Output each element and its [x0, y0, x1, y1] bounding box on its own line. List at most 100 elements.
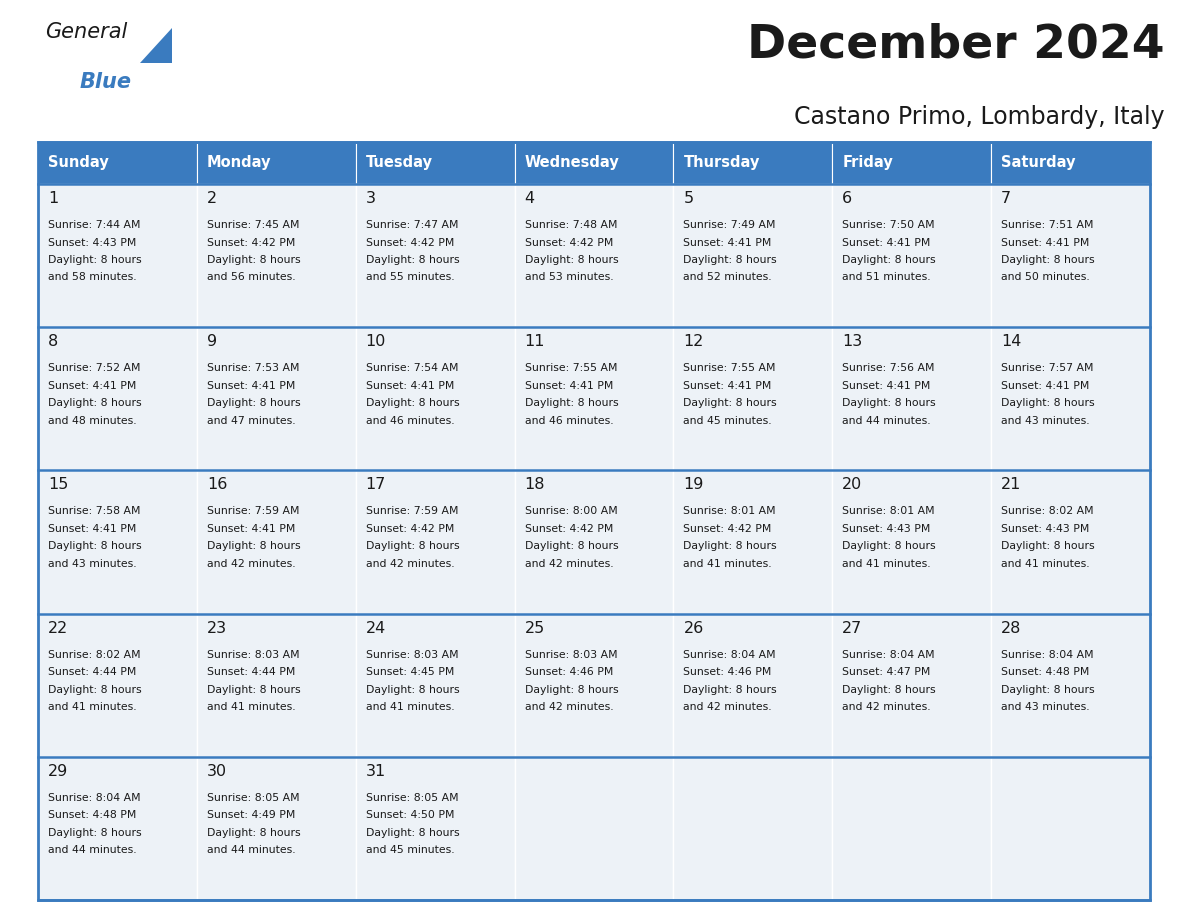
Text: Sunrise: 7:53 AM: Sunrise: 7:53 AM: [207, 364, 299, 374]
Text: 15: 15: [48, 477, 69, 492]
Text: Daylight: 8 hours: Daylight: 8 hours: [683, 255, 777, 265]
Text: Sunset: 4:43 PM: Sunset: 4:43 PM: [48, 238, 137, 248]
Text: Sunrise: 8:02 AM: Sunrise: 8:02 AM: [1001, 507, 1094, 517]
Text: and 44 minutes.: and 44 minutes.: [48, 845, 137, 856]
Text: Daylight: 8 hours: Daylight: 8 hours: [525, 255, 618, 265]
Bar: [674, 142, 833, 184]
Text: 10: 10: [366, 334, 386, 349]
Text: Daylight: 8 hours: Daylight: 8 hours: [48, 398, 141, 409]
Text: Sunrise: 8:04 AM: Sunrise: 8:04 AM: [683, 650, 776, 660]
Text: Sunrise: 7:57 AM: Sunrise: 7:57 AM: [1001, 364, 1094, 374]
Text: Sunset: 4:42 PM: Sunset: 4:42 PM: [366, 238, 454, 248]
Text: Sunset: 4:41 PM: Sunset: 4:41 PM: [842, 381, 930, 391]
Bar: [197, 327, 355, 470]
Text: 28: 28: [1001, 621, 1022, 635]
Bar: [197, 613, 355, 756]
Text: Daylight: 8 hours: Daylight: 8 hours: [683, 542, 777, 552]
Bar: [197, 470, 355, 613]
Text: Blue: Blue: [80, 72, 132, 92]
Text: and 42 minutes.: and 42 minutes.: [207, 559, 296, 569]
Text: 23: 23: [207, 621, 227, 635]
Text: Sunrise: 8:02 AM: Sunrise: 8:02 AM: [48, 650, 140, 660]
Bar: [833, 142, 991, 184]
Text: Daylight: 8 hours: Daylight: 8 hours: [1001, 255, 1095, 265]
Bar: [38, 613, 197, 756]
Text: Sunrise: 8:01 AM: Sunrise: 8:01 AM: [683, 507, 776, 517]
Bar: [674, 613, 833, 756]
Text: Sunrise: 8:04 AM: Sunrise: 8:04 AM: [1001, 650, 1094, 660]
Text: and 42 minutes.: and 42 minutes.: [842, 702, 931, 712]
Text: Sunset: 4:47 PM: Sunset: 4:47 PM: [842, 667, 930, 677]
Bar: [197, 756, 355, 900]
Text: Saturday: Saturday: [1001, 155, 1075, 171]
Text: Daylight: 8 hours: Daylight: 8 hours: [48, 255, 141, 265]
Text: and 42 minutes.: and 42 minutes.: [525, 559, 613, 569]
Text: and 41 minutes.: and 41 minutes.: [842, 559, 931, 569]
Bar: [38, 142, 1150, 900]
Bar: [38, 142, 197, 184]
Text: Daylight: 8 hours: Daylight: 8 hours: [842, 398, 936, 409]
Text: Sunrise: 7:59 AM: Sunrise: 7:59 AM: [207, 507, 299, 517]
Text: 22: 22: [48, 621, 68, 635]
Text: Sunrise: 8:03 AM: Sunrise: 8:03 AM: [207, 650, 299, 660]
Text: Wednesday: Wednesday: [525, 155, 619, 171]
Text: 27: 27: [842, 621, 862, 635]
Text: Daylight: 8 hours: Daylight: 8 hours: [525, 398, 618, 409]
Text: Sunrise: 7:58 AM: Sunrise: 7:58 AM: [48, 507, 140, 517]
Text: Sunset: 4:41 PM: Sunset: 4:41 PM: [842, 238, 930, 248]
Bar: [355, 756, 514, 900]
Text: 3: 3: [366, 191, 375, 206]
Text: Daylight: 8 hours: Daylight: 8 hours: [683, 685, 777, 695]
Text: and 55 minutes.: and 55 minutes.: [366, 273, 454, 283]
Text: Sunrise: 8:01 AM: Sunrise: 8:01 AM: [842, 507, 935, 517]
Text: 6: 6: [842, 191, 853, 206]
Text: Daylight: 8 hours: Daylight: 8 hours: [207, 828, 301, 838]
Text: Daylight: 8 hours: Daylight: 8 hours: [366, 542, 460, 552]
Text: 13: 13: [842, 334, 862, 349]
Text: and 50 minutes.: and 50 minutes.: [1001, 273, 1089, 283]
Text: Sunset: 4:46 PM: Sunset: 4:46 PM: [525, 667, 613, 677]
Text: Daylight: 8 hours: Daylight: 8 hours: [48, 685, 141, 695]
Bar: [38, 470, 197, 613]
Text: and 52 minutes.: and 52 minutes.: [683, 273, 772, 283]
Text: Sunrise: 8:04 AM: Sunrise: 8:04 AM: [842, 650, 935, 660]
Text: Sunset: 4:48 PM: Sunset: 4:48 PM: [1001, 667, 1089, 677]
Text: and 42 minutes.: and 42 minutes.: [683, 702, 772, 712]
Text: Sunset: 4:41 PM: Sunset: 4:41 PM: [1001, 238, 1089, 248]
Bar: [514, 470, 674, 613]
Text: Sunday: Sunday: [48, 155, 109, 171]
Text: Sunrise: 8:04 AM: Sunrise: 8:04 AM: [48, 793, 140, 803]
Bar: [833, 184, 991, 327]
Text: Sunrise: 7:56 AM: Sunrise: 7:56 AM: [842, 364, 935, 374]
Text: and 42 minutes.: and 42 minutes.: [366, 559, 454, 569]
Text: 21: 21: [1001, 477, 1022, 492]
Text: Sunset: 4:44 PM: Sunset: 4:44 PM: [207, 667, 296, 677]
Text: Sunset: 4:45 PM: Sunset: 4:45 PM: [366, 667, 454, 677]
Text: 31: 31: [366, 764, 386, 778]
Text: Sunset: 4:44 PM: Sunset: 4:44 PM: [48, 667, 137, 677]
Text: Sunrise: 8:03 AM: Sunrise: 8:03 AM: [366, 650, 459, 660]
Bar: [355, 184, 514, 327]
Text: Sunrise: 7:45 AM: Sunrise: 7:45 AM: [207, 220, 299, 230]
Text: Thursday: Thursday: [683, 155, 760, 171]
Text: 16: 16: [207, 477, 227, 492]
Text: and 44 minutes.: and 44 minutes.: [842, 416, 931, 426]
Text: Daylight: 8 hours: Daylight: 8 hours: [366, 398, 460, 409]
Polygon shape: [140, 28, 172, 63]
Text: Daylight: 8 hours: Daylight: 8 hours: [207, 255, 301, 265]
Text: 12: 12: [683, 334, 703, 349]
Text: 5: 5: [683, 191, 694, 206]
Text: Daylight: 8 hours: Daylight: 8 hours: [842, 255, 936, 265]
Text: 17: 17: [366, 477, 386, 492]
Text: 11: 11: [525, 334, 545, 349]
Text: 20: 20: [842, 477, 862, 492]
Text: December 2024: December 2024: [746, 22, 1164, 67]
Text: Sunset: 4:42 PM: Sunset: 4:42 PM: [366, 524, 454, 534]
Text: Sunset: 4:42 PM: Sunset: 4:42 PM: [525, 238, 613, 248]
Text: and 43 minutes.: and 43 minutes.: [1001, 416, 1089, 426]
Text: Sunrise: 7:54 AM: Sunrise: 7:54 AM: [366, 364, 459, 374]
Text: Sunset: 4:43 PM: Sunset: 4:43 PM: [1001, 524, 1089, 534]
Text: Daylight: 8 hours: Daylight: 8 hours: [48, 828, 141, 838]
Text: and 47 minutes.: and 47 minutes.: [207, 416, 296, 426]
Text: Sunset: 4:41 PM: Sunset: 4:41 PM: [683, 238, 772, 248]
